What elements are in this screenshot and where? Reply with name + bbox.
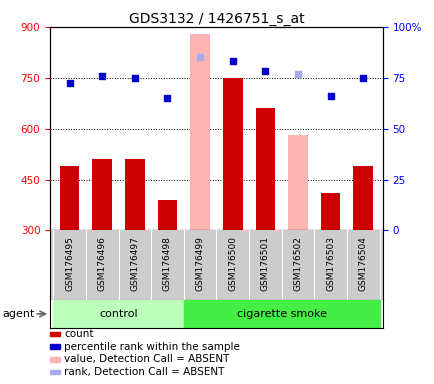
Bar	[60, 166, 79, 230]
Text: GSM176495: GSM176495	[65, 236, 74, 291]
Bar	[158, 200, 177, 230]
Text: rank, Detection Call = ABSENT: rank, Detection Call = ABSENT	[64, 367, 224, 377]
Point	[66, 80, 73, 86]
Text: GSM176496: GSM176496	[98, 236, 106, 291]
Text: agent: agent	[2, 309, 34, 319]
Bar	[320, 193, 340, 230]
Text: GSM176500: GSM176500	[228, 236, 237, 291]
Bar	[288, 136, 307, 230]
Text: GSM176503: GSM176503	[326, 236, 334, 291]
Point	[196, 54, 203, 60]
Text: value, Detection Call = ABSENT: value, Detection Call = ABSENT	[64, 354, 229, 364]
Text: cigarette smoke: cigarette smoke	[236, 309, 326, 319]
Bar	[190, 34, 210, 230]
Bar	[125, 159, 144, 230]
Bar	[353, 166, 372, 230]
Text: GSM176499: GSM176499	[195, 236, 204, 291]
Text: GSM176501: GSM176501	[260, 236, 269, 291]
Point	[359, 74, 366, 81]
Point	[99, 73, 105, 79]
Point	[261, 68, 268, 74]
Bar	[223, 78, 242, 230]
Text: GSM176502: GSM176502	[293, 236, 302, 291]
Text: count: count	[64, 329, 93, 339]
Point	[164, 95, 171, 101]
Title: GDS3132 / 1426751_s_at: GDS3132 / 1426751_s_at	[128, 12, 303, 26]
Point	[229, 58, 236, 64]
Text: GSM176497: GSM176497	[130, 236, 139, 291]
Text: control: control	[99, 309, 138, 319]
Bar	[255, 108, 275, 230]
Text: GSM176498: GSM176498	[163, 236, 171, 291]
Point	[294, 71, 301, 78]
Bar	[92, 159, 112, 230]
Point	[131, 74, 138, 81]
Point	[326, 93, 333, 99]
Text: percentile rank within the sample: percentile rank within the sample	[64, 342, 239, 352]
Text: GSM176504: GSM176504	[358, 236, 367, 291]
